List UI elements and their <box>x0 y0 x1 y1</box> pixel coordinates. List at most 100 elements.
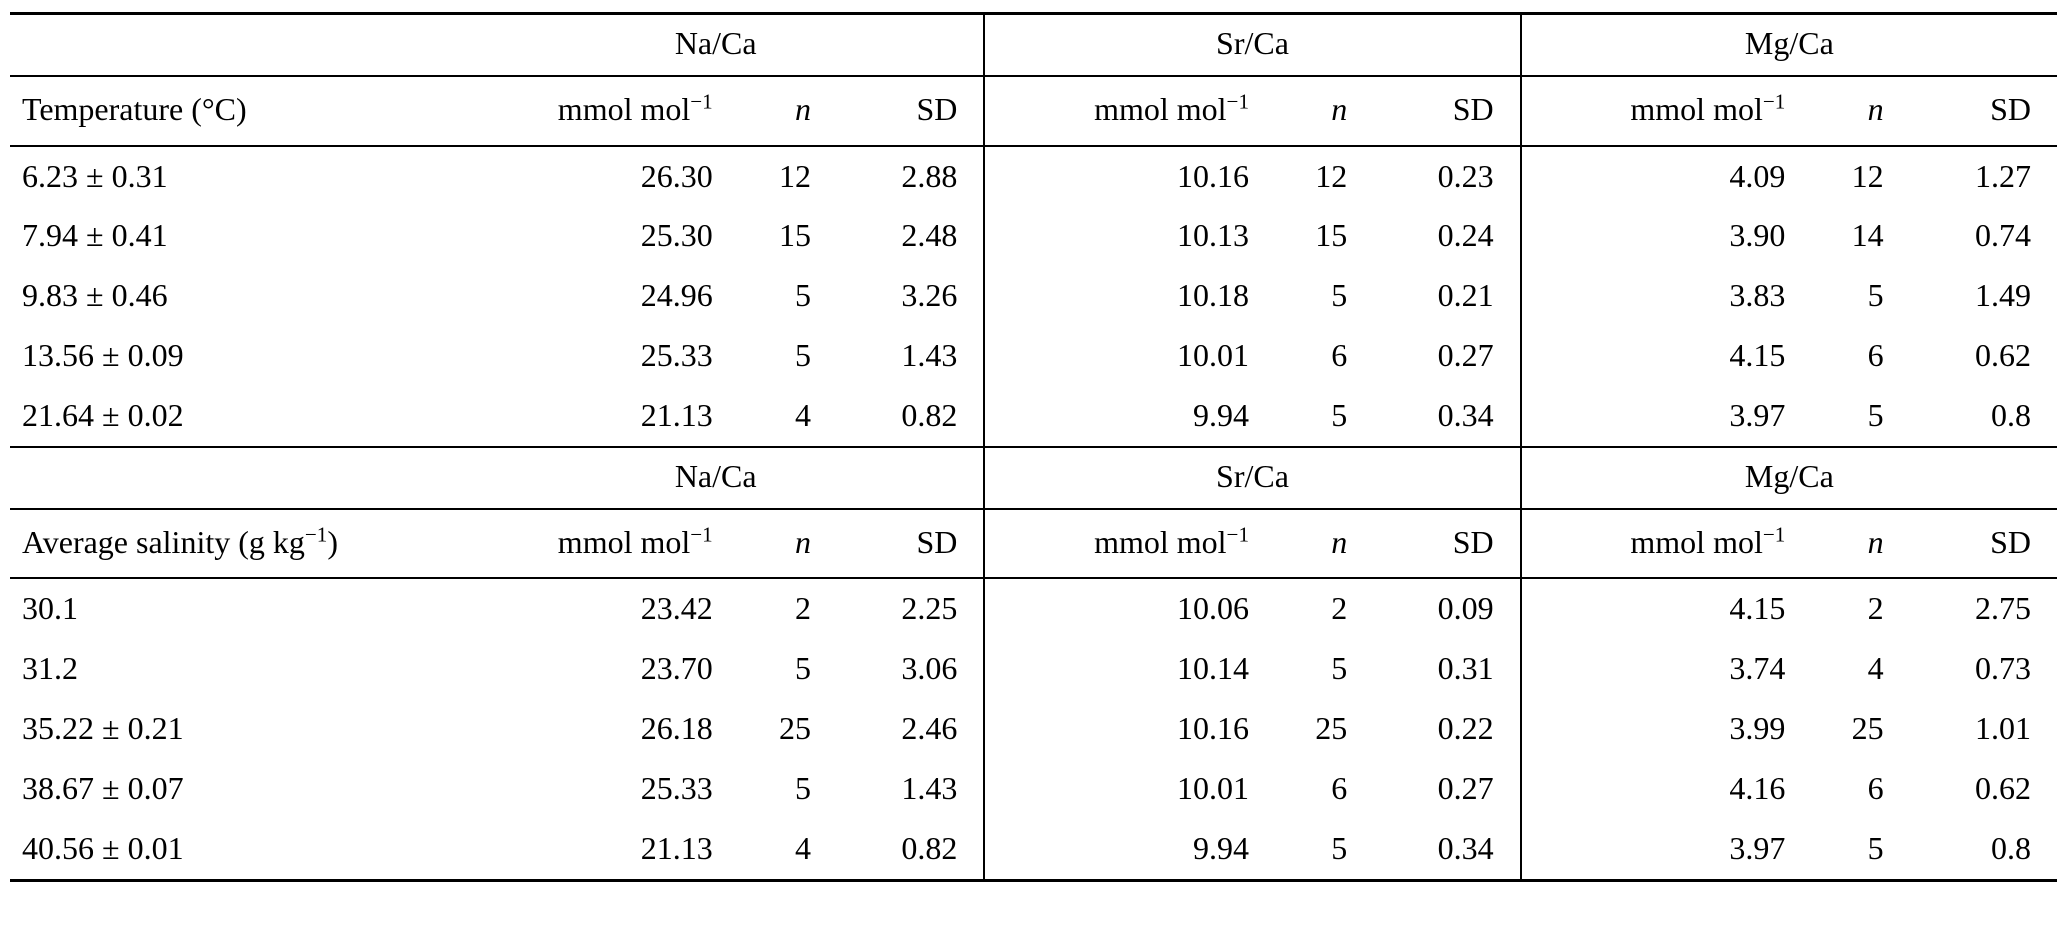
n-count-cell: 12 <box>1315 157 1348 194</box>
ratio-value-cell: 23.70 <box>640 650 713 687</box>
sd-cell: 0.34 <box>1437 396 1494 433</box>
sd-cell: 3.26 <box>901 277 958 314</box>
sd-header: SD <box>1909 75 2057 147</box>
n-count-cell: 4 <box>794 396 811 433</box>
n-count-cell: 12 <box>778 157 811 194</box>
group-header-na-ca: Na/Ca <box>448 13 985 77</box>
row-variable-header-text: Average salinity (g kg <box>22 523 305 560</box>
row-label: 13.56 ± 0.09 <box>22 337 184 374</box>
sd-cell: 2.25 <box>901 590 958 627</box>
sd-header: SD <box>1909 508 2057 580</box>
table-row: 35.22 ± 0.21 26.18 25 2.46 10.16 25 0.22 3.99 25… <box>10 699 2057 759</box>
group-header-spacer <box>10 13 449 77</box>
row-variable-header-sup: −1 <box>304 522 328 547</box>
table-row: 7.94 ± 0.41 25.30 15 2.48 10.13 15 0.24 3.90 14 0… <box>10 206 2057 267</box>
n-count-cell: 5 <box>1867 829 1884 866</box>
sd-cell: 1.43 <box>901 337 958 374</box>
unit-base: mmol mol <box>1094 523 1227 560</box>
ratio-value-cell: 10.13 <box>983 206 1276 267</box>
sd-cell: 2.88 <box>901 157 958 194</box>
sd-cell: 0.27 <box>1437 337 1494 374</box>
ratio-value-cell: 9.94 <box>983 818 1276 881</box>
n-count-cell: 5 <box>1867 396 1884 433</box>
table-row: 38.67 ± 0.07 25.33 5 1.43 10.01 6 0.27 4.16 6 0.6… <box>10 758 2057 819</box>
n-count-cell: 5 <box>794 277 811 314</box>
unit-sup: −1 <box>1762 89 1786 114</box>
n-count-cell: 15 <box>778 217 811 254</box>
group-header-spacer <box>10 447 449 510</box>
group-header-row: Na/Ca Sr/Ca Mg/Ca <box>10 13 2057 77</box>
sd-cell: 0.24 <box>1437 217 1494 254</box>
n-count-cell: 25 <box>1851 710 1884 747</box>
unit-header: mmol mol−1 <box>448 508 739 580</box>
n-count-cell: 4 <box>794 829 811 866</box>
salinity-results-table: Na/Ca Sr/Ca Mg/Ca Average salinity (g kg… <box>10 447 2057 882</box>
ratio-value-cell: 9.94 <box>983 385 1276 447</box>
n-count-cell: 25 <box>1315 710 1348 747</box>
n-header: n <box>738 75 837 147</box>
sd-cell: 0.8 <box>1991 396 2031 433</box>
table-row: 13.56 ± 0.09 25.33 5 1.43 10.01 6 0.27 4.15 6 0.6… <box>10 326 2057 386</box>
table-row: 40.56 ± 0.01 21.13 4 0.82 9.94 5 0.34 3.97 5 0.8 <box>10 818 2057 881</box>
unit-header: mmol mol−1 <box>1519 508 1812 580</box>
group-header-row: Na/Ca Sr/Ca Mg/Ca <box>10 447 2057 510</box>
row-variable-header-text: Temperature (°C) <box>22 90 247 127</box>
n-count-cell: 4 <box>1867 650 1884 687</box>
sd-cell: 0.82 <box>901 396 958 433</box>
group-header-mg-ca: Mg/Ca <box>1519 13 2057 77</box>
ratio-value-cell: 4.15 <box>1519 326 1812 386</box>
ratio-value-cell: 3.97 <box>1519 385 1812 447</box>
ratio-value-cell: 4.15 <box>1519 578 1812 640</box>
ratio-value-cell: 10.01 <box>983 758 1276 819</box>
ratio-value-cell: 10.14 <box>983 639 1276 700</box>
sd-cell: 1.49 <box>1975 277 2031 314</box>
salinity-table-body: 30.1 23.42 2 2.25 10.06 2 0.09 4.15 2 2.75 31.2 23.… <box>10 578 2057 881</box>
unit-base: mmol mol <box>1630 523 1763 560</box>
sd-header: SD <box>1373 75 1521 147</box>
n-count-cell: 5 <box>1331 650 1348 687</box>
ratio-value-cell: 25.30 <box>640 217 713 254</box>
sd-cell: 1.27 <box>1975 157 2031 194</box>
unit-header: mmol mol−1 <box>983 75 1276 147</box>
unit-sup: −1 <box>1226 89 1250 114</box>
table-row: 9.83 ± 0.46 24.96 5 3.26 10.18 5 0.21 3.83 5 1.49 <box>10 266 2057 327</box>
sd-cell: 2.48 <box>901 217 958 254</box>
n-count-cell: 2 <box>794 590 811 627</box>
table-row: 30.1 23.42 2 2.25 10.06 2 0.09 4.15 2 2.75 <box>10 578 2057 640</box>
n-count-cell: 6 <box>1867 769 1884 806</box>
row-label: 6.23 ± 0.31 <box>22 157 168 194</box>
table-row: 21.64 ± 0.02 21.13 4 0.82 9.94 5 0.34 3.97 5 0.8 <box>10 385 2057 447</box>
ratio-value-cell: 26.18 <box>640 710 713 747</box>
sd-cell: 0.21 <box>1437 277 1494 314</box>
ratio-value-cell: 21.13 <box>640 396 713 433</box>
n-count-cell: 5 <box>1331 396 1348 433</box>
row-variable-header: Temperature (°C) <box>10 75 449 147</box>
temperature-results-table: Na/Ca Sr/Ca Mg/Ca Temperature (°C) mmol … <box>10 12 2057 448</box>
n-count-cell: 6 <box>1331 769 1348 806</box>
sd-cell: 0.09 <box>1437 590 1494 627</box>
sd-header: SD <box>836 508 985 580</box>
n-count-cell: 5 <box>794 337 811 374</box>
ratio-value-cell: 26.30 <box>640 157 713 194</box>
row-variable-header: Average salinity (g kg−1) <box>10 508 449 580</box>
ratio-value-cell: 10.16 <box>983 145 1276 207</box>
ratio-value-cell: 3.99 <box>1519 699 1812 759</box>
ratio-value-cell: 10.01 <box>983 326 1276 386</box>
row-label: 40.56 ± 0.01 <box>22 829 184 866</box>
table-row: 31.2 23.70 5 3.06 10.14 5 0.31 3.74 4 0.73 <box>10 639 2057 700</box>
sd-cell: 1.01 <box>1975 710 2031 747</box>
group-header-na-ca: Na/Ca <box>448 447 985 510</box>
n-count-cell: 5 <box>1867 277 1884 314</box>
n-count-cell: 6 <box>1867 337 1884 374</box>
column-header-row: Average salinity (g kg−1) mmol mol−1 n S… <box>10 508 2057 580</box>
row-label: 9.83 ± 0.46 <box>22 277 168 314</box>
sd-cell: 0.62 <box>1975 769 2031 806</box>
n-header: n <box>1275 75 1374 147</box>
sd-cell: 3.06 <box>901 650 958 687</box>
n-count-cell: 25 <box>778 710 811 747</box>
sd-cell: 0.73 <box>1975 650 2031 687</box>
n-count-cell: 6 <box>1331 337 1348 374</box>
row-label: 31.2 <box>22 650 78 687</box>
n-count-cell: 2 <box>1867 590 1884 627</box>
ratio-value-cell: 3.74 <box>1519 639 1812 700</box>
